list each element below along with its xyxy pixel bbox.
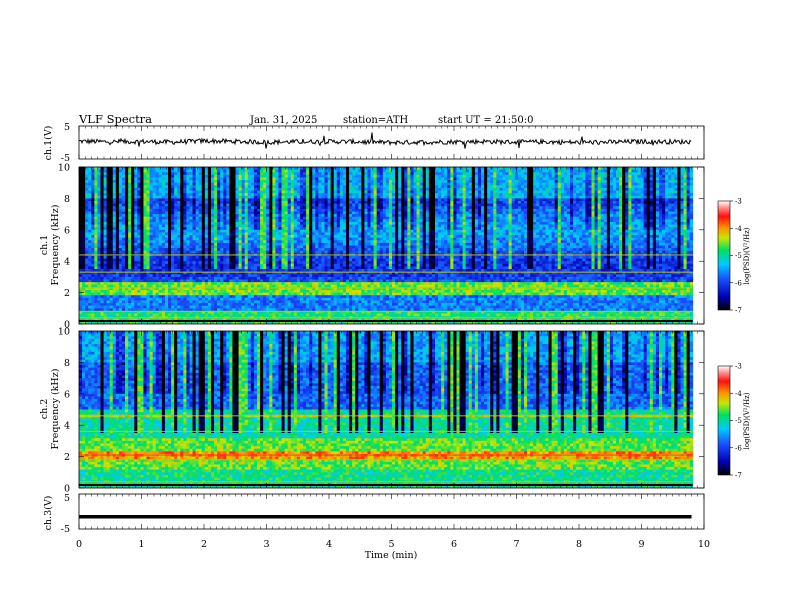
colorbar-tick-label: -6 [735, 279, 742, 287]
time-tick-label: 1 [138, 539, 144, 550]
time-tick-label: 3 [263, 539, 269, 550]
ch1-waveform-panel: 5 -5 ch.1(V) [43, 122, 705, 164]
figure-title: VLF Spectra [78, 112, 152, 126]
ch1-ytick-bottom: -5 [61, 153, 70, 164]
colorbar-tick-label: -5 [735, 252, 742, 260]
start-time-label: start UT = 21:50:0 [438, 115, 533, 126]
ch3-waveform-panel: 5 -5 ch.3(V) [43, 493, 705, 535]
time-axis: 0 1 2 3 4 5 6 7 8 9 10 [76, 539, 710, 550]
colorbar-tick-label: -4 [735, 225, 742, 233]
colorbar-tick-label: -7 [735, 307, 742, 315]
time-tick-label: 6 [451, 539, 457, 550]
colorbar-tick-label: -5 [735, 417, 742, 425]
colorbar-tick-label: -3 [735, 363, 742, 371]
freq-tick-label: 6 [64, 225, 70, 236]
ch3-ytick-top: 5 [64, 493, 70, 504]
ch3-ytick-bottom: -5 [61, 524, 70, 535]
ch1-spectrogram-ylabel-top: ch.1 [39, 235, 50, 256]
colorbar-tick-label: -6 [735, 444, 742, 452]
ch1-ytick-top: 5 [64, 122, 70, 133]
time-tick-label: 8 [576, 539, 582, 550]
time-tick-label: 0 [76, 539, 82, 550]
ch1-colorbar-label: log(PSD)(V²/Hz) [743, 227, 751, 284]
ch1-spectrogram-ylabel: Frequency (kHz) [50, 205, 61, 286]
ch2-colorbar-label: log(PSD)(V²/Hz) [743, 392, 751, 449]
colorbar-tick-label: -7 [735, 472, 742, 480]
freq-tick-label: 10 [58, 327, 70, 338]
ch2-spectrogram-image [79, 331, 694, 488]
date-label: Jan. 31, 2025 [249, 115, 317, 126]
freq-tick-label: 0 [64, 320, 70, 331]
time-tick-label: 9 [638, 539, 644, 550]
time-tick-label: 5 [388, 539, 394, 550]
freq-tick-label: 4 [64, 257, 70, 268]
ch1-waveform-trace [79, 132, 692, 149]
ch2-colorbar [717, 365, 731, 476]
time-axis-label: Time (min) [365, 550, 418, 561]
freq-tick-label: 10 [58, 163, 70, 174]
time-tick-label: 2 [201, 539, 207, 550]
time-tick-label: 4 [326, 539, 332, 550]
freq-tick-label: 2 [64, 452, 70, 463]
freq-tick-label: 0 [64, 484, 70, 495]
ch1-spectrogram-image [79, 167, 694, 324]
station-label: station=ATH [343, 115, 409, 126]
ch1-colorbar [717, 200, 731, 311]
time-tick-label: 7 [513, 539, 519, 550]
freq-tick-label: 2 [64, 288, 70, 299]
ch2-spectrogram-ylabel: Frequency (kHz) [50, 369, 61, 450]
ch3-waveform-frame [78, 493, 705, 530]
freq-tick-label: 4 [64, 421, 70, 432]
freq-tick-label: 8 [64, 194, 70, 205]
colorbar-tick-label: -4 [735, 390, 742, 398]
ch3-waveform-ylabel: ch.3(V) [43, 496, 54, 531]
freq-tick-label: 8 [64, 358, 70, 369]
time-tick-label: 10 [698, 539, 710, 550]
ch1-waveform-ylabel: ch.1(V) [43, 126, 54, 161]
colorbar-tick-label: -3 [735, 198, 742, 206]
freq-tick-label: 6 [64, 389, 70, 400]
ch2-spectrogram-ylabel-top: ch.2 [39, 399, 50, 420]
